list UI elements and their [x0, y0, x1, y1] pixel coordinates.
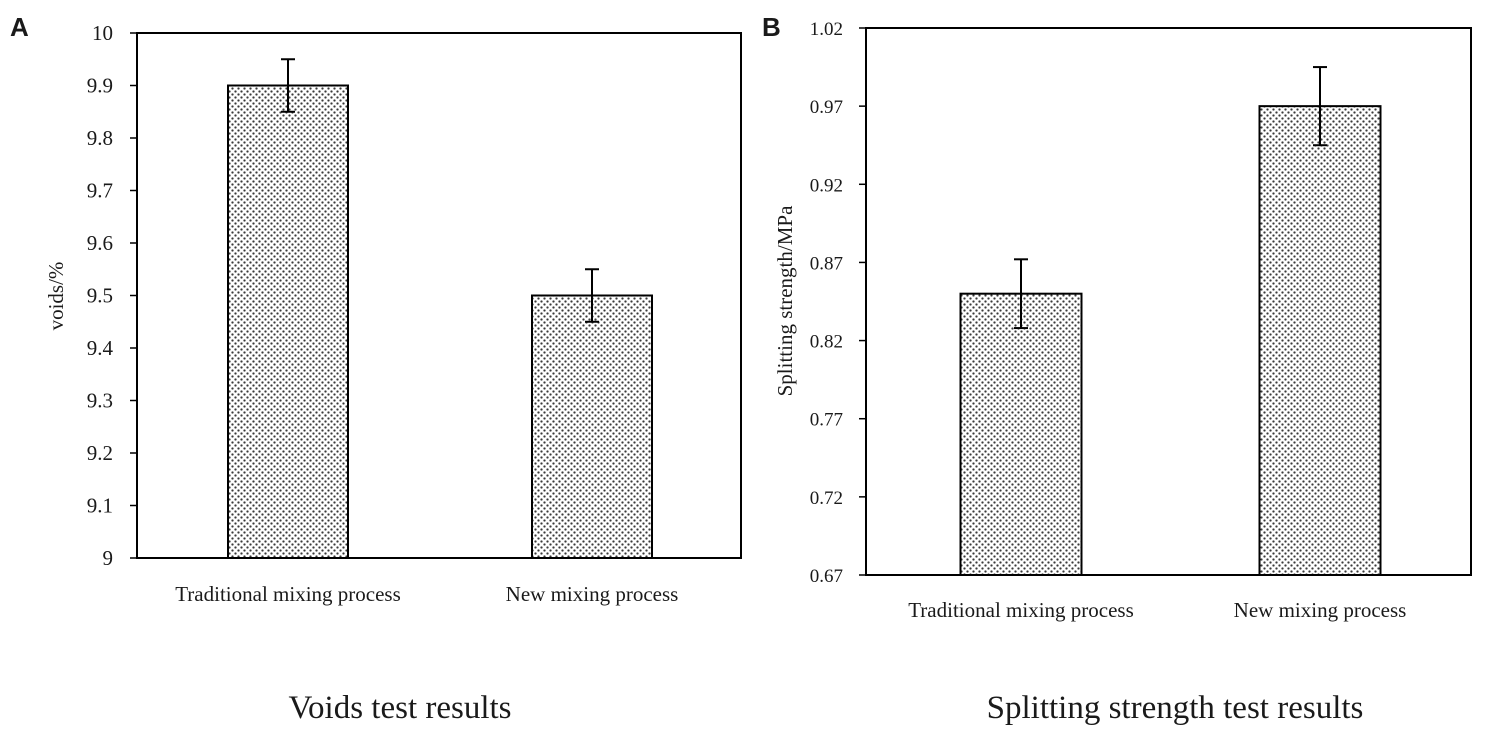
- chart-b-y-tick-label: 0.87: [810, 253, 843, 274]
- chart-a-y-tick-label: 9.1: [87, 494, 113, 518]
- chart-a-plot: 9 9.1 9.2 9.3 9.4 9.5 9.6 9.7 9.8 9.9 10 Traditiona…: [87, 21, 742, 606]
- chart-a-bar: [227, 84, 349, 559]
- chart-b-y-tick-label: 0.92: [810, 175, 843, 196]
- chart-a-y-tick-label: 9.7: [87, 179, 113, 203]
- chart-panel-a: A 9 9.1 9.2 9.3 9.4 9.5 9.6 9.7 9.8 9.9 10 Traditio…: [10, 12, 742, 726]
- chart-b-plot-frame: [865, 27, 1472, 576]
- chart-a-y-tick-label: 9.4: [87, 336, 114, 360]
- chart-b-bar: [1258, 105, 1382, 577]
- chart-b-bar: [959, 292, 1083, 576]
- chart-b-y-tick-label: 0.82: [810, 332, 843, 353]
- chart-a-category-label: New mixing process: [506, 582, 679, 606]
- chart-a-y-tick-label: 9.3: [87, 389, 113, 413]
- chart-panel-b: B 0.67 0.72 0.77 0.82 0.87 0.92 0.97 1.02 Tradit…: [762, 12, 1472, 726]
- chart-a-category-label: Traditional mixing process: [175, 582, 401, 606]
- chart-b-category-label: Traditional mixing process: [908, 598, 1134, 622]
- chart-b-plot: 0.67 0.72 0.77 0.82 0.87 0.92 0.97 1.02 Traditio…: [810, 19, 1472, 622]
- chart-a-title: Voids test results: [288, 690, 511, 726]
- chart-a-y-tick-label: 9.5: [87, 284, 113, 308]
- chart-b-y-tick-label: 0.72: [810, 488, 843, 509]
- chart-b-y-tick-label: 1.02: [810, 19, 843, 40]
- chart-a-y-tick-label: 9.9: [87, 74, 113, 98]
- chart-b-y-tick-label: 0.67: [810, 566, 843, 587]
- chart-b-title: Splitting strength test results: [987, 690, 1364, 726]
- chart-b-category-label: New mixing process: [1234, 598, 1407, 622]
- chart-b-y-tick-label: 0.97: [810, 97, 843, 118]
- chart-a-y-axis-label: voids/%: [44, 262, 68, 331]
- panel-label-a: A: [10, 12, 29, 42]
- chart-a-y-tick-label: 9.2: [87, 441, 113, 465]
- chart-a-y-tick-label: 10: [92, 21, 113, 45]
- chart-a-y-tick-label: 9.6: [87, 231, 113, 255]
- chart-a-bar: [531, 294, 653, 559]
- panel-label-b: B: [762, 12, 781, 42]
- chart-b-y-axis-label: Splitting strength/MPa: [773, 205, 797, 396]
- chart-a-y-tick-label: 9: [103, 546, 114, 570]
- chart-b-y-tick-label: 0.77: [810, 410, 843, 431]
- chart-a-y-tick-label: 9.8: [87, 126, 113, 150]
